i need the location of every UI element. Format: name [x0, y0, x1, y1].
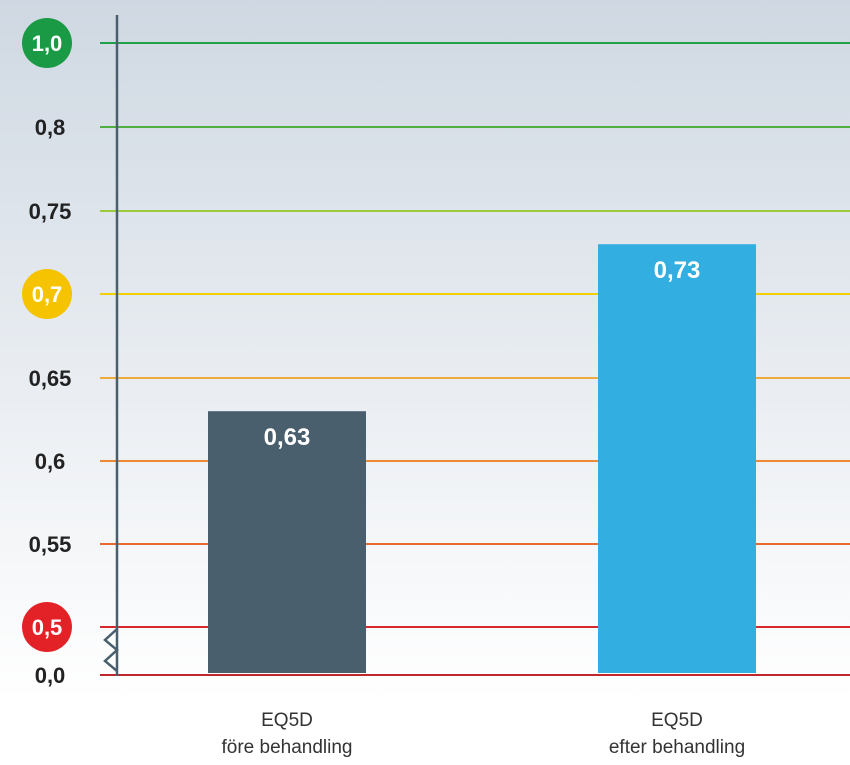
tick-label: 0,75: [29, 199, 72, 224]
bar: [598, 244, 756, 673]
tick-label: 0,6: [35, 449, 66, 474]
bar-value-label: 0,73: [654, 257, 701, 284]
tick-label: 0,7: [32, 282, 63, 307]
tick-label: 0,55: [29, 532, 72, 557]
category-label: EQ5D efter behandling: [609, 710, 745, 758]
category-label: EQ5D före behandling: [222, 710, 353, 758]
tick-label: 0,0: [35, 663, 66, 688]
tick-label: 0,65: [29, 366, 72, 391]
axis-break-symbol: [103, 628, 119, 672]
tick-badge-0,7: [22, 269, 72, 319]
tick-label: 0,5: [32, 615, 63, 640]
tick-label: 1,0: [32, 31, 63, 56]
bar-value-label: 0,63: [264, 424, 311, 451]
tick-badge-1,0: [22, 18, 72, 68]
tick-badge-0,5: [22, 602, 72, 652]
tick-label: 0,8: [35, 115, 66, 140]
bar: [208, 411, 366, 673]
